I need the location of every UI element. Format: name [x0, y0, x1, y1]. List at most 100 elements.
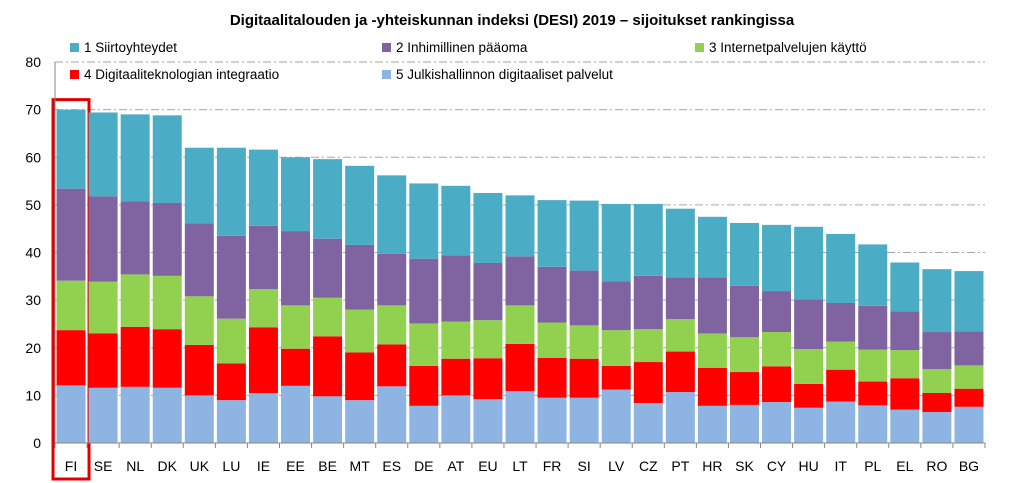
bar-segment-MT-s5 — [345, 165, 375, 245]
bar-segment-HU-s5 — [794, 226, 824, 300]
bar-segment-SI-s1 — [569, 397, 599, 443]
bar-segment-HR-s2 — [697, 367, 727, 406]
bar-segment-LT-s3 — [505, 305, 535, 344]
bar-segment-EE-s5 — [281, 157, 311, 232]
bar-segment-EE-s2 — [281, 348, 311, 386]
bar-segment-IT-s4 — [826, 302, 856, 342]
bar-segment-HU-s4 — [794, 299, 824, 350]
bar-segment-PL-s4 — [858, 305, 888, 350]
legend-swatch — [70, 43, 79, 52]
bar-segment-DK-s5 — [152, 115, 182, 203]
bar-segment-SI-s4 — [569, 270, 599, 326]
legend-label: 1 Siirtoyhteydet — [84, 40, 177, 55]
bar-segment-FI-s2 — [56, 330, 86, 386]
x-tick-label: LV — [608, 458, 625, 474]
y-tick-label: 40 — [25, 245, 41, 261]
bar-segment-LU-s5 — [216, 147, 246, 236]
x-tick-label: EL — [896, 458, 913, 474]
bar-segment-LV-s1 — [601, 389, 631, 443]
x-tick-label: NL — [126, 458, 144, 474]
bar-segment-PT-s4 — [665, 277, 695, 320]
bar-segment-SK-s4 — [729, 285, 759, 338]
bar-segment-BE-s2 — [313, 336, 343, 397]
bar-segment-FI-s1 — [56, 385, 86, 443]
bar-segment-SE-s3 — [88, 281, 118, 334]
bar-segment-BE-s5 — [313, 159, 343, 239]
bar-segment-CY-s3 — [762, 332, 792, 367]
bar-segment-EU-s3 — [473, 320, 503, 359]
bar-segment-IE-s3 — [248, 289, 278, 328]
bar-segment-CZ-s5 — [633, 203, 663, 276]
y-tick-label: 10 — [25, 387, 41, 403]
bar-segment-HU-s1 — [794, 407, 824, 443]
bar-segment-IT-s3 — [826, 341, 856, 370]
bar-segment-LT-s5 — [505, 195, 535, 257]
bar-segment-LV-s5 — [601, 203, 631, 282]
bar-segment-BE-s3 — [313, 297, 343, 337]
x-tick-label: ES — [382, 458, 401, 474]
bar-segment-EU-s2 — [473, 358, 503, 400]
bar-segment-BG-s4 — [954, 331, 984, 366]
x-tick-label: AT — [447, 458, 464, 474]
bar-segment-FR-s1 — [537, 397, 567, 443]
bar-segment-FR-s3 — [537, 322, 567, 358]
x-tick-label: HR — [702, 458, 722, 474]
bar-segment-BG-s2 — [954, 388, 984, 407]
bar-segment-PL-s5 — [858, 244, 888, 306]
bar-segment-PT-s1 — [665, 392, 695, 443]
bar-segment-CY-s2 — [762, 366, 792, 403]
bar-segment-CY-s4 — [762, 291, 792, 333]
bar-segment-DE-s3 — [409, 323, 439, 366]
bar-segment-RO-s3 — [922, 369, 952, 393]
bar-segment-PL-s1 — [858, 405, 888, 443]
legend-label: 2 Inhimillinen pääoma — [396, 40, 528, 55]
bar-segment-DK-s3 — [152, 275, 182, 330]
bar-segment-BE-s4 — [313, 238, 343, 298]
bar-segment-SE-s5 — [88, 112, 118, 197]
x-tick-label: FR — [543, 458, 562, 474]
bar-segment-CZ-s4 — [633, 275, 663, 330]
bar-segment-NL-s2 — [120, 326, 150, 387]
legend-label: 3 Internetpalvelujen käyttö — [709, 40, 867, 55]
bar-segment-BG-s3 — [954, 365, 984, 389]
bar-segment-MT-s4 — [345, 244, 375, 310]
bar-segment-PT-s5 — [665, 208, 695, 278]
bar-segment-DK-s2 — [152, 329, 182, 388]
bar-segment-SE-s2 — [88, 333, 118, 388]
bar-segment-DE-s4 — [409, 258, 439, 324]
bar-segment-EU-s1 — [473, 399, 503, 443]
bar-segment-FR-s5 — [537, 200, 567, 267]
legend-label: 5 Julkishallinnon digitaaliset palvelut — [396, 67, 613, 82]
bar-segment-RO-s4 — [922, 332, 952, 370]
x-tick-label: BE — [318, 458, 337, 474]
x-tick-label: MT — [350, 458, 371, 474]
bar-segment-LT-s1 — [505, 391, 535, 443]
bar-segment-IT-s5 — [826, 233, 856, 303]
bar-segment-EL-s3 — [890, 350, 920, 379]
axes: 0 10 20 30 40 50 60 70 80 FI SE NL DK UK LU IE EE BE MT ES D… — [25, 54, 986, 474]
bar-segment-MT-s2 — [345, 352, 375, 401]
bar-segment-IE-s5 — [248, 149, 278, 226]
legend-swatch — [70, 70, 79, 79]
x-tick-label: BG — [959, 458, 979, 474]
bar-segment-HU-s2 — [794, 383, 824, 408]
bar-segment-EL-s1 — [890, 409, 920, 443]
bar-segment-ES-s3 — [377, 305, 407, 345]
x-tick-label: UK — [190, 458, 210, 474]
bar-segment-SK-s2 — [729, 372, 759, 405]
bar-segment-UK-s1 — [184, 395, 214, 443]
bar-segment-SI-s2 — [569, 358, 599, 398]
bar-segment-NL-s1 — [120, 386, 150, 443]
bar-segment-CZ-s3 — [633, 329, 663, 363]
bar-segment-LU-s1 — [216, 400, 246, 443]
bar-segment-DE-s1 — [409, 405, 439, 443]
x-tick-label: LT — [512, 458, 528, 474]
legend-swatch — [695, 43, 704, 52]
bar-segment-MT-s1 — [345, 400, 375, 443]
bars — [51, 98, 984, 481]
bar-segment-FR-s2 — [537, 357, 567, 398]
bar-segment-RO-s5 — [922, 269, 952, 333]
bar-segment-SI-s3 — [569, 325, 599, 359]
bar-segment-LV-s4 — [601, 281, 631, 331]
y-tick-label: 80 — [25, 54, 41, 70]
